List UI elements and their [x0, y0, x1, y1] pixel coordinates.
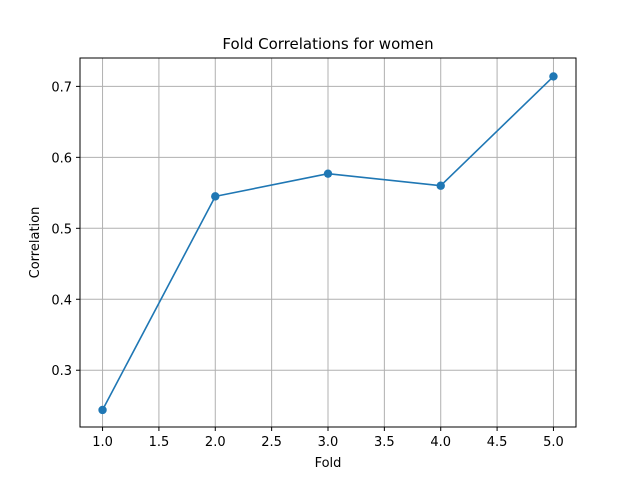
x-tick-label: 3.0 [318, 435, 339, 450]
y-tick-label: 0.5 [51, 222, 72, 237]
data-point [323, 169, 333, 178]
y-tick-label: 0.4 [51, 293, 72, 308]
x-tick-label: 1.5 [149, 435, 170, 450]
x-axis: 1.0 1.5 2.0 2.5 3.0 3.5 4.0 4.5 5.0 [92, 427, 564, 450]
data-point [211, 192, 220, 201]
y-axis: 0.3 0.4 0.5 0.6 0.7 [51, 80, 80, 379]
x-axis-label: Fold [315, 456, 342, 471]
x-tick-label: 2.5 [261, 435, 282, 450]
x-tick-label: 4.5 [487, 435, 508, 450]
x-tick-label: 4.0 [430, 435, 451, 450]
x-tick-label: 3.5 [374, 435, 395, 450]
grid [80, 58, 576, 427]
x-tick-label: 2.0 [205, 435, 226, 450]
x-tick-label: 1.0 [92, 435, 113, 450]
x-tick-label: 5.0 [543, 435, 564, 450]
y-tick-label: 0.6 [51, 151, 72, 166]
data-point [436, 181, 445, 190]
data-point [549, 72, 558, 81]
y-tick-label: 0.7 [51, 80, 72, 95]
y-axis-label: Correlation [28, 207, 43, 279]
y-tick-label: 0.3 [51, 364, 72, 379]
data-point [98, 405, 107, 415]
chart-title: Fold Correlations for women [222, 35, 433, 53]
series-layer [98, 72, 558, 415]
